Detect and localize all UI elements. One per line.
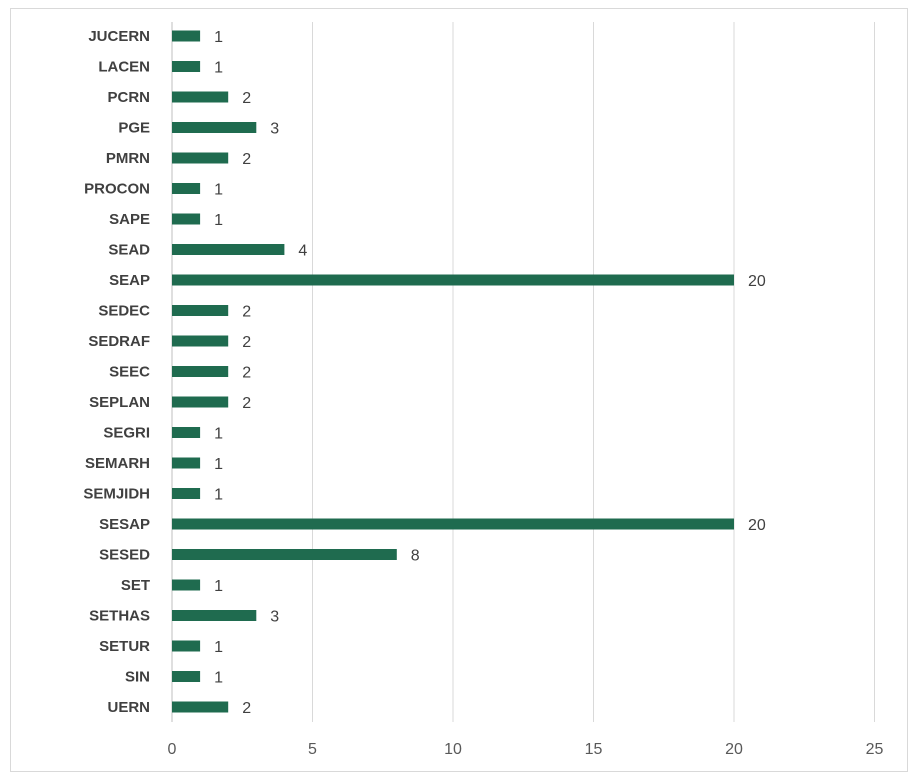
category-label: PMRN [106,150,150,167]
data-label: 2 [242,304,251,321]
bar-sin [172,671,201,682]
bar-segri [172,427,201,438]
value-labels: 1 1 2 3 2 1 1 4 20 2 2 2 2 1 1 1 20 8 1 3 1 1 2 [214,29,766,717]
data-label: 20 [748,517,766,534]
category-label: SEDRAF [88,333,150,350]
bar-sedec [172,305,229,316]
data-label: 3 [270,609,279,626]
category-label: SEEC [109,364,150,381]
data-label: 1 [214,456,223,473]
data-label: 1 [214,487,223,504]
category-label: PROCON [84,181,150,198]
category-label: PGE [118,120,150,137]
data-label: 4 [298,243,307,260]
data-label: 2 [242,90,251,107]
bar-sedraf [172,335,229,347]
category-label: SIN [125,669,150,686]
bar-semjidh [172,488,201,499]
data-label: 1 [214,29,223,46]
bars [172,30,734,713]
category-label: PCRN [107,89,150,106]
x-tick-label: 10 [444,741,462,758]
category-label: SEMARH [85,455,150,472]
bar-pmrn [172,152,229,164]
x-tick-label: 15 [585,741,603,758]
bar-sead [172,244,285,255]
data-label: 8 [411,548,420,565]
data-label: 2 [242,395,251,412]
data-label: 1 [214,212,223,229]
chart-frame [10,8,908,772]
data-label: 20 [748,273,766,290]
category-label: SEAD [108,242,150,259]
bar-seplan [172,396,229,408]
bar-setur [172,640,201,652]
data-label: 1 [214,670,223,687]
bar-uern [172,701,229,713]
data-label: 1 [214,578,223,595]
bar-sape [172,213,201,225]
category-label: SEPLAN [89,394,150,411]
category-label: UERN [107,699,150,716]
category-label: LACEN [98,59,150,76]
category-label: SEGRI [103,425,150,442]
x-tick-labels: 0 5 10 15 20 25 [168,741,884,758]
bar-pcrn [172,91,229,103]
category-label: SEAP [109,272,150,289]
bar-set [172,579,201,591]
data-label: 1 [214,182,223,199]
data-label: 2 [242,151,251,168]
x-tick-label: 25 [866,741,884,758]
bar-seec [172,366,229,377]
data-label: 2 [242,365,251,382]
data-label: 2 [242,700,251,717]
category-label: SESAP [99,516,150,533]
x-tick-label: 20 [725,741,743,758]
category-label: SET [121,577,150,594]
gridlines [171,22,875,722]
bar-semarh [172,457,201,469]
bar-pge [172,122,257,133]
bar-sethas [172,610,257,621]
data-label: 2 [242,334,251,351]
bar-seap [172,274,734,286]
category-label: JUCERN [88,28,150,45]
bar-procon [172,183,201,194]
bar-lacen [172,61,201,72]
category-label: SEDEC [98,303,150,320]
category-label: SETUR [99,638,150,655]
data-label: 1 [214,639,223,656]
category-label: SESED [99,547,150,564]
category-label: SAPE [109,211,150,228]
x-tick-label: 5 [308,741,317,758]
category-label: SETHAS [89,608,150,625]
bar-jucern [172,30,201,42]
bar-sesed [172,549,397,560]
bar-sesap [172,518,734,530]
data-label: 1 [214,426,223,443]
data-label: 3 [270,121,279,138]
category-labels: JUCERN LACEN PCRN PGE PMRN PROCON SAPE SEAD SEAP… [83,28,150,716]
category-label: SEMJIDH [83,486,150,503]
data-label: 1 [214,60,223,77]
x-tick-label: 0 [168,741,177,758]
